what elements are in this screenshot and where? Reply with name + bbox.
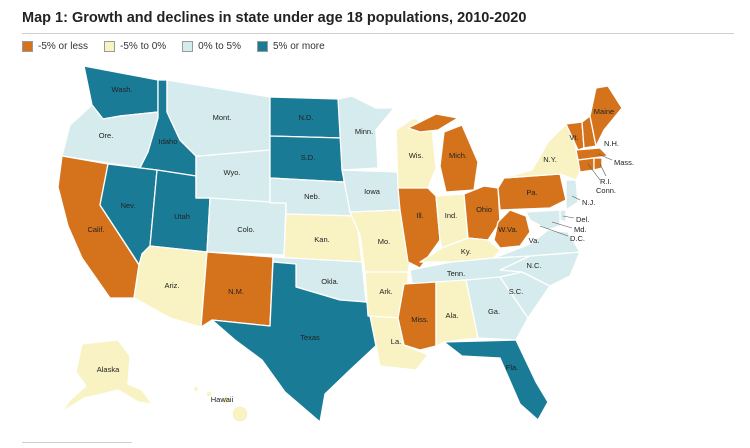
state-label: Mich. bbox=[449, 151, 467, 160]
state-label: Nev. bbox=[121, 201, 136, 210]
state-hawaii-maui[interactable] bbox=[221, 395, 231, 405]
state-label: Utah bbox=[174, 212, 190, 221]
legend-item-decline-large: -5% or less bbox=[22, 41, 88, 52]
state-label: R.I. bbox=[600, 177, 612, 186]
state-label: Ky. bbox=[461, 247, 471, 256]
state-label: Colo. bbox=[237, 225, 255, 234]
state-label: W.Va. bbox=[498, 225, 517, 234]
footer-divider bbox=[22, 442, 132, 443]
state-label: N.C. bbox=[527, 261, 542, 270]
state-florida[interactable] bbox=[443, 339, 549, 421]
state-label: Iowa bbox=[364, 187, 381, 196]
state-maryland[interactable] bbox=[525, 209, 561, 231]
state-illinois[interactable] bbox=[397, 187, 441, 269]
state-label: Mont. bbox=[213, 113, 232, 122]
state-label: N.Y. bbox=[543, 155, 557, 164]
state-label: Wash. bbox=[112, 85, 133, 94]
legend-swatch bbox=[104, 41, 116, 52]
state-label: Md. bbox=[574, 225, 587, 234]
state-label: N.D. bbox=[299, 113, 314, 122]
state-label: Ohio bbox=[476, 205, 492, 214]
state-label: N.J. bbox=[582, 198, 595, 207]
legend-swatch bbox=[22, 41, 33, 52]
state-virginia[interactable] bbox=[493, 229, 581, 259]
state-massachusetts[interactable] bbox=[575, 147, 609, 161]
state-label: N.H. bbox=[604, 139, 619, 148]
leader-line bbox=[539, 225, 569, 237]
state-hawaii-oahu[interactable] bbox=[205, 390, 213, 398]
state-label: Ala. bbox=[446, 311, 459, 320]
state-label: Okla. bbox=[321, 277, 339, 286]
state-hawaii-kauai[interactable] bbox=[192, 385, 200, 393]
legend-item-growth-large: 5% or more bbox=[256, 41, 325, 52]
state-label: Ind. bbox=[445, 211, 458, 220]
state-label: Hawaii bbox=[211, 395, 234, 404]
state-alabama[interactable] bbox=[435, 279, 479, 347]
leader-line bbox=[551, 221, 573, 229]
legend-swatch bbox=[256, 41, 268, 52]
legend-label: -5% or less bbox=[38, 41, 89, 52]
state-label: Miss. bbox=[411, 315, 429, 324]
state-georgia[interactable] bbox=[465, 276, 529, 341]
state-label: Tenn. bbox=[447, 269, 465, 278]
state-label: Kan. bbox=[314, 235, 329, 244]
leader-line bbox=[562, 215, 575, 219]
leader-line bbox=[597, 153, 613, 161]
state-label: Vt. bbox=[569, 133, 578, 142]
state-rhode-island[interactable] bbox=[593, 157, 603, 171]
state-label: Ore. bbox=[99, 131, 114, 140]
state-label: La. bbox=[391, 337, 401, 346]
state-maine[interactable] bbox=[589, 85, 623, 147]
state-michigan-upper[interactable] bbox=[407, 113, 459, 133]
state-label: Neb. bbox=[304, 192, 320, 201]
state-label: Calif. bbox=[87, 225, 104, 234]
state-label: Ark. bbox=[379, 287, 392, 296]
state-west-virginia[interactable] bbox=[493, 209, 531, 249]
legend: -5% or less -5% to 0% 0% to 5% 5% or mor… bbox=[22, 41, 325, 52]
state-label: Texas bbox=[300, 333, 320, 342]
leader-line bbox=[599, 163, 607, 177]
title-divider bbox=[22, 33, 734, 34]
state-label: S.D. bbox=[301, 153, 316, 162]
state-label: Mass. bbox=[614, 158, 634, 167]
state-new-jersey[interactable] bbox=[565, 179, 579, 211]
legend-swatch bbox=[182, 41, 194, 52]
state-label: Ill. bbox=[416, 211, 424, 220]
state-texas[interactable] bbox=[211, 261, 381, 423]
state-label: D.C. bbox=[570, 234, 585, 243]
state-label: Del. bbox=[576, 215, 589, 224]
state-label: S.C. bbox=[509, 287, 524, 296]
state-label: Alaska bbox=[97, 365, 120, 374]
state-label: Va. bbox=[529, 236, 540, 245]
state-label: Wyo. bbox=[223, 168, 240, 177]
legend-label: -5% to 0% bbox=[120, 41, 167, 52]
state-label: Ga. bbox=[488, 307, 500, 316]
leader-line bbox=[587, 163, 601, 181]
state-label: Ariz. bbox=[165, 281, 180, 290]
state-label: Conn. bbox=[596, 186, 616, 195]
state-label: N.M. bbox=[228, 287, 244, 296]
legend-label: 0% to 5% bbox=[198, 41, 241, 52]
state-label: Minn. bbox=[355, 127, 373, 136]
legend-label: 5% or more bbox=[272, 41, 325, 52]
state-label: Fla. bbox=[506, 363, 519, 372]
state-hawaii-big-island[interactable] bbox=[231, 405, 249, 423]
state-label: Maine bbox=[594, 107, 614, 116]
map-title: Map 1: Growth and declines in state unde… bbox=[22, 10, 527, 26]
state-label: Pa. bbox=[526, 188, 537, 197]
legend-item-growth-small: 0% to 5% bbox=[182, 41, 241, 52]
state-label: Mo. bbox=[378, 237, 391, 246]
state-alaska[interactable] bbox=[61, 339, 153, 413]
state-connecticut[interactable] bbox=[577, 157, 595, 173]
state-label: Wis. bbox=[409, 151, 424, 160]
legend-item-decline-small: -5% to 0% bbox=[104, 41, 166, 52]
leader-line bbox=[571, 195, 581, 201]
state-label: Idaho bbox=[159, 137, 178, 146]
